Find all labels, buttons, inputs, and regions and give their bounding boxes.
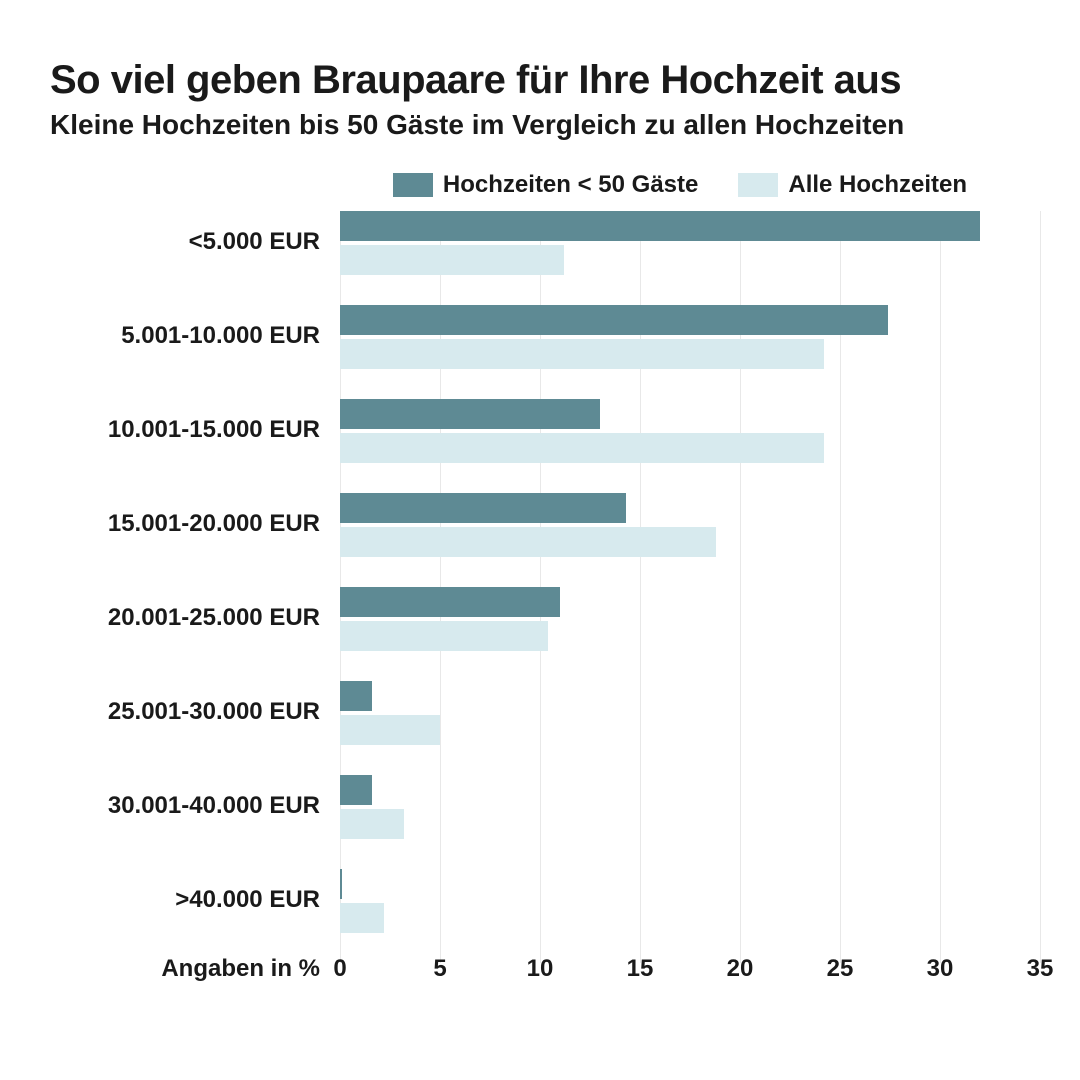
bar [340, 681, 372, 711]
bar [340, 211, 980, 241]
bar [340, 493, 626, 523]
bar [340, 399, 600, 429]
bar [340, 809, 404, 839]
bar [340, 715, 440, 745]
gridline [940, 211, 941, 963]
legend-label: Hochzeiten < 50 Gäste [443, 171, 698, 199]
bar [340, 621, 548, 651]
category-label: <5.000 EUR [90, 229, 320, 255]
chart: Hochzeiten < 50 Gäste Alle Hochzeiten 0 5… [90, 171, 1030, 1003]
x-tick-label: 15 [627, 955, 654, 983]
bar [340, 869, 342, 899]
category-label: >40.000 EUR [90, 887, 320, 913]
category-label: 30.001-40.000 EUR [90, 793, 320, 819]
category-label: 20.001-25.000 EUR [90, 605, 320, 631]
gridline [1040, 211, 1041, 963]
chart-title: So viel geben Braupaare für Ihre Hochzei… [50, 58, 1030, 103]
x-tick-label: 0 [333, 955, 346, 983]
legend-item-all-weddings: Alle Hochzeiten [738, 171, 967, 199]
bar [340, 775, 372, 805]
chart-plot-area: 05101520253035Angaben in %<5.000 EUR5.00… [90, 211, 1030, 1003]
bar [340, 305, 888, 335]
legend-swatch [393, 173, 433, 197]
x-tick-label: 20 [727, 955, 754, 983]
bar [340, 433, 824, 463]
bar [340, 339, 824, 369]
bar [340, 527, 716, 557]
x-tick-label: 35 [1027, 955, 1054, 983]
x-axis-title: Angaben in % [90, 955, 320, 983]
bar [340, 903, 384, 933]
chart-legend: Hochzeiten < 50 Gäste Alle Hochzeiten [330, 171, 1030, 199]
legend-label: Alle Hochzeiten [788, 171, 967, 199]
legend-swatch [738, 173, 778, 197]
x-tick-label: 25 [827, 955, 854, 983]
category-label: 15.001-20.000 EUR [90, 511, 320, 537]
x-tick-label: 10 [527, 955, 554, 983]
bar [340, 245, 564, 275]
bar [340, 587, 560, 617]
category-label: 25.001-30.000 EUR [90, 699, 320, 725]
x-tick-label: 30 [927, 955, 954, 983]
category-label: 10.001-15.000 EUR [90, 417, 320, 443]
legend-item-small-weddings: Hochzeiten < 50 Gäste [393, 171, 698, 199]
x-tick-label: 5 [433, 955, 446, 983]
page: So viel geben Braupaare für Ihre Hochzei… [0, 0, 1080, 1080]
chart-subtitle: Kleine Hochzeiten bis 50 Gäste im Vergle… [50, 109, 1030, 141]
category-label: 5.001-10.000 EUR [90, 323, 320, 349]
